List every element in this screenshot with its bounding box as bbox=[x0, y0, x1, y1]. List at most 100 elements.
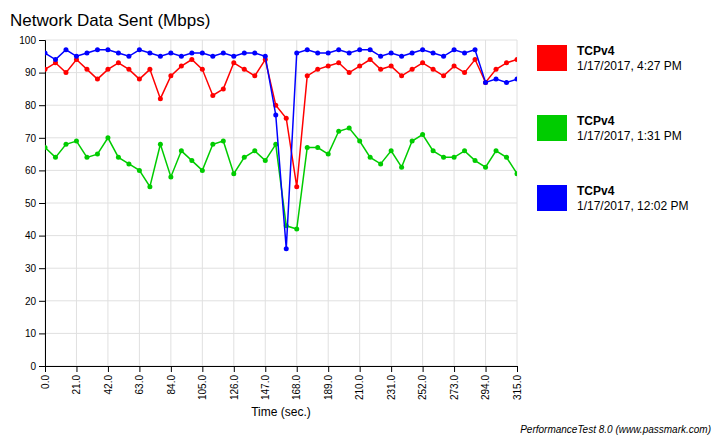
y-tick-label: 40 bbox=[25, 230, 37, 241]
series-point bbox=[189, 57, 194, 62]
x-tick: 42.0 bbox=[103, 366, 114, 394]
series-point bbox=[116, 51, 121, 56]
tick-mark bbox=[39, 203, 45, 204]
series-point bbox=[105, 135, 110, 140]
y-tick: 10 bbox=[25, 328, 45, 339]
tick-mark bbox=[76, 366, 77, 372]
y-tick: 40 bbox=[25, 230, 45, 241]
grid-line-y bbox=[45, 40, 517, 41]
x-tick-label: 252.0 bbox=[417, 375, 428, 400]
y-tick: 80 bbox=[25, 100, 45, 111]
legend-swatch bbox=[537, 45, 567, 71]
series-point bbox=[515, 77, 518, 82]
series-point bbox=[252, 148, 257, 153]
series-point bbox=[452, 155, 457, 160]
series-point bbox=[368, 47, 373, 52]
grid bbox=[45, 40, 517, 366]
legend-label: 1/17/2017, 4:27 PM bbox=[577, 59, 682, 73]
series-point bbox=[336, 129, 341, 134]
series-point bbox=[263, 54, 268, 59]
series-point bbox=[126, 54, 131, 59]
series-line bbox=[45, 50, 517, 249]
series-point bbox=[326, 51, 331, 56]
legend-label: 1/17/2017, 12:02 PM bbox=[577, 199, 688, 213]
series-point bbox=[63, 47, 68, 52]
series-point bbox=[305, 47, 310, 52]
series-point bbox=[200, 67, 205, 72]
series-point bbox=[347, 70, 352, 75]
series-point bbox=[179, 64, 184, 69]
legend-item: TCPv41/17/2017, 1:31 PM bbox=[537, 114, 682, 143]
plot: 0.021.042.063.084.0105.0126.0147.0168.01… bbox=[19, 35, 522, 400]
grid-line-y bbox=[45, 300, 517, 301]
x-tick: 0.0 bbox=[40, 366, 51, 389]
series-point bbox=[210, 54, 215, 59]
series-point bbox=[504, 155, 509, 160]
series-point bbox=[294, 184, 299, 189]
tick-mark bbox=[39, 105, 45, 106]
x-tick-label: 105.0 bbox=[197, 375, 208, 400]
legend-label: TCPv4 bbox=[577, 44, 615, 58]
series-point bbox=[441, 155, 446, 160]
y-tick: 50 bbox=[25, 198, 45, 209]
series-point bbox=[315, 51, 320, 56]
legend-label: TCPv4 bbox=[577, 114, 615, 128]
series-point bbox=[147, 67, 152, 72]
annotation: PerformanceTest 8.0 (www.passmark.com) bbox=[520, 424, 711, 435]
series-point bbox=[441, 73, 446, 78]
series-point bbox=[53, 57, 58, 62]
series-point bbox=[126, 67, 131, 72]
tick-mark bbox=[234, 366, 235, 372]
series-point bbox=[305, 73, 310, 78]
series bbox=[45, 47, 517, 251]
series-point bbox=[315, 145, 320, 150]
y-tick-label: 100 bbox=[19, 35, 36, 46]
series-point bbox=[336, 60, 341, 65]
series-point bbox=[420, 132, 425, 137]
series-point bbox=[420, 47, 425, 52]
tick-mark bbox=[39, 73, 45, 74]
tick-mark bbox=[517, 366, 518, 372]
y-axis: 0102030405060708090100 bbox=[19, 35, 45, 372]
series-point bbox=[494, 67, 499, 72]
tick-mark bbox=[39, 170, 45, 171]
x-axis: 0.021.042.063.084.0105.0126.0147.0168.01… bbox=[40, 366, 523, 400]
x-tick-label: 147.0 bbox=[260, 375, 271, 400]
series-point bbox=[252, 51, 257, 56]
tick-mark bbox=[39, 138, 45, 139]
series-point bbox=[45, 67, 48, 72]
grid-line-y bbox=[45, 333, 517, 334]
series-point bbox=[116, 60, 121, 65]
series-point bbox=[431, 148, 436, 153]
series-point bbox=[126, 161, 131, 166]
series-point bbox=[326, 152, 331, 157]
x-tick: 231.0 bbox=[386, 366, 397, 400]
series-point bbox=[84, 51, 89, 56]
series-point bbox=[347, 51, 352, 56]
tick-mark bbox=[486, 366, 487, 372]
series-point bbox=[53, 155, 58, 160]
x-tick: 315.0 bbox=[512, 366, 523, 400]
series-point bbox=[473, 158, 478, 163]
tick-mark bbox=[202, 366, 203, 372]
y-tick: 60 bbox=[25, 165, 45, 176]
series-point bbox=[158, 142, 163, 147]
series-point bbox=[84, 155, 89, 160]
series-point bbox=[483, 80, 488, 85]
x-tick-label: 231.0 bbox=[386, 375, 397, 400]
tick-mark bbox=[39, 366, 45, 367]
tick-mark bbox=[391, 366, 392, 372]
series-point bbox=[242, 51, 247, 56]
series-point bbox=[95, 152, 100, 157]
x-tick-label: 84.0 bbox=[166, 375, 177, 395]
series-point bbox=[221, 86, 226, 91]
series-point bbox=[399, 73, 404, 78]
series-point bbox=[410, 51, 415, 56]
tick-mark bbox=[108, 366, 109, 372]
series-point bbox=[294, 51, 299, 56]
legend: TCPv41/17/2017, 4:27 PMTCPv41/17/2017, 1… bbox=[537, 44, 688, 213]
legend-item: TCPv41/17/2017, 12:02 PM bbox=[537, 184, 688, 213]
legend-label: TCPv4 bbox=[577, 184, 615, 198]
series-point bbox=[515, 171, 518, 176]
series-point bbox=[504, 80, 509, 85]
